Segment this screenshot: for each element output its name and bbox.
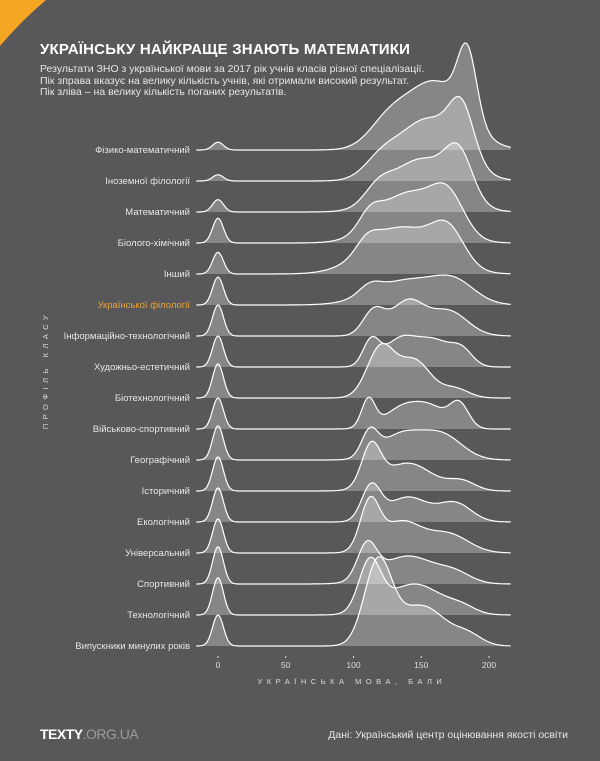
ridge-area (196, 182, 511, 243)
category-label: Математичний (125, 207, 190, 218)
ridge-line (196, 495, 511, 554)
category-label: Випускники минулих років (75, 641, 190, 652)
ridge-area (196, 220, 511, 274)
category-label: Біотехнологічний (115, 393, 190, 404)
x-tick-label: 150 (414, 660, 428, 670)
category-label: Екологічний (137, 517, 190, 528)
ridge-area (196, 441, 511, 491)
category-label: Історичний (142, 486, 190, 497)
logo-main: TEXTY (40, 726, 83, 742)
category-label: Географічний (130, 455, 190, 466)
ridge-line (196, 482, 511, 523)
subtitle: Результати ЗНО з української мови за 201… (40, 63, 440, 99)
corner-accent-arc (0, 0, 46, 46)
ridge-area (196, 556, 511, 646)
ridge-area (196, 397, 511, 429)
ridge-line (196, 274, 511, 306)
ridge-line (196, 219, 511, 275)
category-label: Технологічний (127, 610, 190, 621)
category-label: Іноземної філології (105, 176, 190, 187)
category-label: Універсальний (125, 548, 190, 559)
ridge-area (196, 425, 511, 460)
ridge-line (196, 95, 511, 182)
category-label: Інший (164, 269, 190, 280)
ridge-line (196, 334, 511, 368)
ridge-line (196, 42, 511, 151)
category-label: Спортивний (137, 579, 190, 590)
x-tick-label: 100 (346, 660, 360, 670)
ridge-area (196, 496, 511, 553)
x-tick-label: 200 (482, 660, 496, 670)
ridge-area (196, 43, 511, 150)
ridge-area (196, 540, 511, 584)
subtitle-line: Результати ЗНО з української мови за 201… (40, 63, 425, 75)
ridge-line (196, 298, 511, 337)
category-label: Художньо-естетичний (94, 362, 190, 373)
category-label: Фізико-математичний (95, 145, 190, 156)
texty-logo[interactable]: TEXTY.ORG.UA (40, 726, 139, 742)
ridge-area (196, 482, 511, 522)
ridge-line (196, 396, 511, 430)
page-title: УКРАЇНСЬКУ НАЙКРАЩЕ ЗНАЮТЬ МАТЕМАТИКИ (40, 41, 411, 58)
ridge-line (196, 142, 511, 213)
category-label: Біолого-хімічний (118, 238, 190, 249)
ridge-line (196, 556, 511, 616)
ridge-area (196, 335, 511, 367)
subtitle-line: Пік зправа вказує на велику кількість уч… (40, 74, 409, 87)
x-tick-label: 0 (216, 660, 221, 670)
ridge-area (196, 142, 511, 212)
category-label: Військово-спортивний (93, 424, 190, 435)
x-axis-label: УКРАЇНСЬКА МОВА, БАЛИ (258, 677, 447, 686)
subtitle-line: Пік зліва – на велику кількість поганих … (40, 86, 287, 98)
category-label: Української філології (97, 300, 190, 311)
ridge-area (196, 557, 511, 615)
data-source: Дані: Український центр оцінювання якост… (328, 729, 568, 741)
ridge-line (196, 440, 511, 492)
ridge-line (196, 539, 511, 585)
ridge-area (196, 343, 511, 398)
category-label: Інформаційно-технологічний (64, 331, 190, 342)
logo-domain: .ORG.UA (82, 726, 139, 742)
x-tick-label: 50 (281, 660, 291, 670)
ridge-line (196, 182, 511, 244)
ridge-area (196, 275, 511, 305)
y-axis-label: ПРОФІЛЬ КЛАСУ (41, 311, 50, 429)
ridge-line (196, 556, 511, 647)
ridge-area (196, 96, 511, 181)
ridge-line (196, 342, 511, 399)
ridge-line (196, 425, 511, 461)
